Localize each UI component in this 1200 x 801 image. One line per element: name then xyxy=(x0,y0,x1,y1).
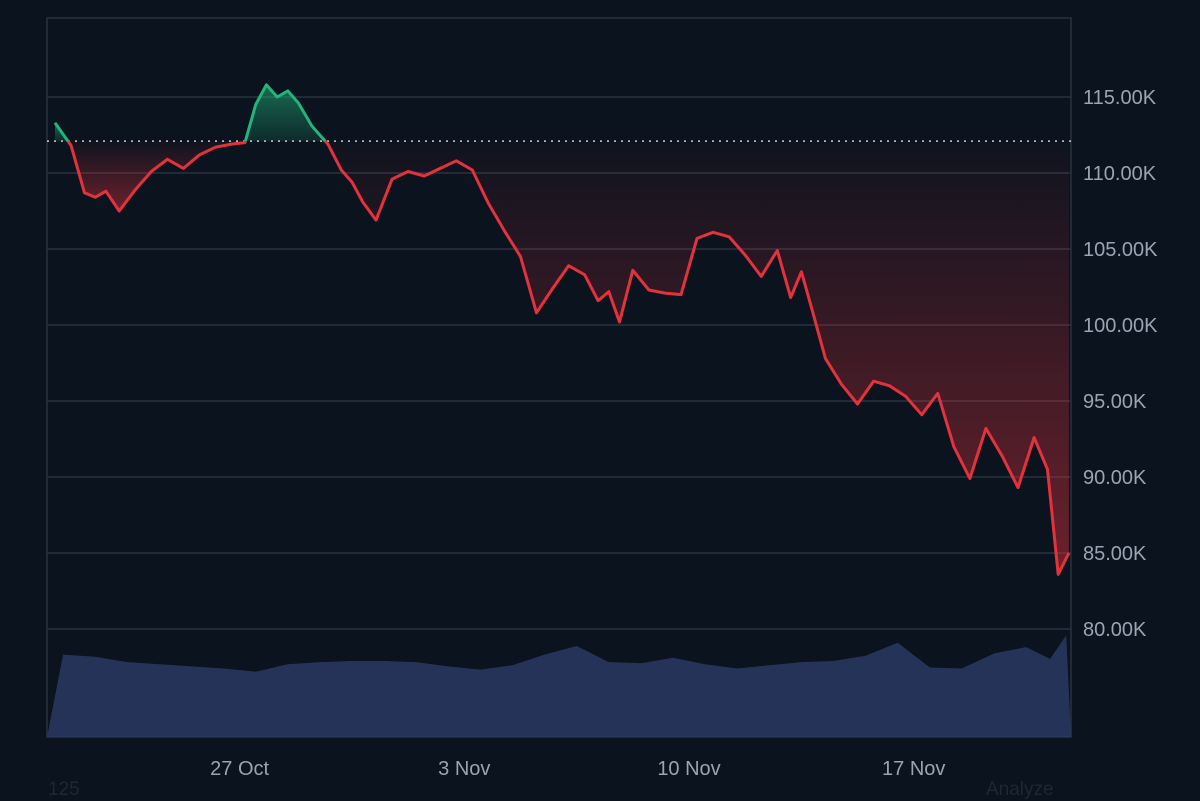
down-area xyxy=(325,141,1069,575)
y-tick-label: 85.00K xyxy=(1083,543,1147,565)
x-tick-label: 3 Nov xyxy=(438,758,490,780)
y-tick-label: 105.00K xyxy=(1083,239,1158,261)
price-area xyxy=(55,84,1069,575)
y-tick-label: 90.00K xyxy=(1083,467,1147,489)
y-tick-label: 95.00K xyxy=(1083,391,1147,413)
footer-left-label: 125 xyxy=(48,779,80,800)
volume-area xyxy=(47,635,1071,737)
x-tick-label: 10 Nov xyxy=(657,758,720,780)
up-line xyxy=(243,83,327,143)
up-area xyxy=(245,84,326,142)
down-area xyxy=(67,141,246,211)
volume-series xyxy=(47,635,1071,737)
x-tick-label: 27 Oct xyxy=(210,758,269,780)
x-tick-label: 17 Nov xyxy=(882,758,945,780)
down-line xyxy=(66,140,247,213)
y-tick-label: 110.00K xyxy=(1083,163,1157,185)
price-series xyxy=(53,83,1071,576)
analyze-link[interactable]: Analyze xyxy=(986,779,1054,800)
y-tick-label: 80.00K xyxy=(1083,619,1147,641)
up-line xyxy=(53,121,70,142)
down-line xyxy=(324,140,1071,576)
x-axis: 27 Oct 3 Nov 10 Nov 17 Nov xyxy=(210,758,945,780)
y-axis: 115.00K 110.00K 105.00K 100.00K 95.00K 90.00K… xyxy=(1083,87,1158,641)
y-tick-label: 115.00K xyxy=(1083,87,1157,109)
y-tick-label: 100.00K xyxy=(1083,315,1158,337)
